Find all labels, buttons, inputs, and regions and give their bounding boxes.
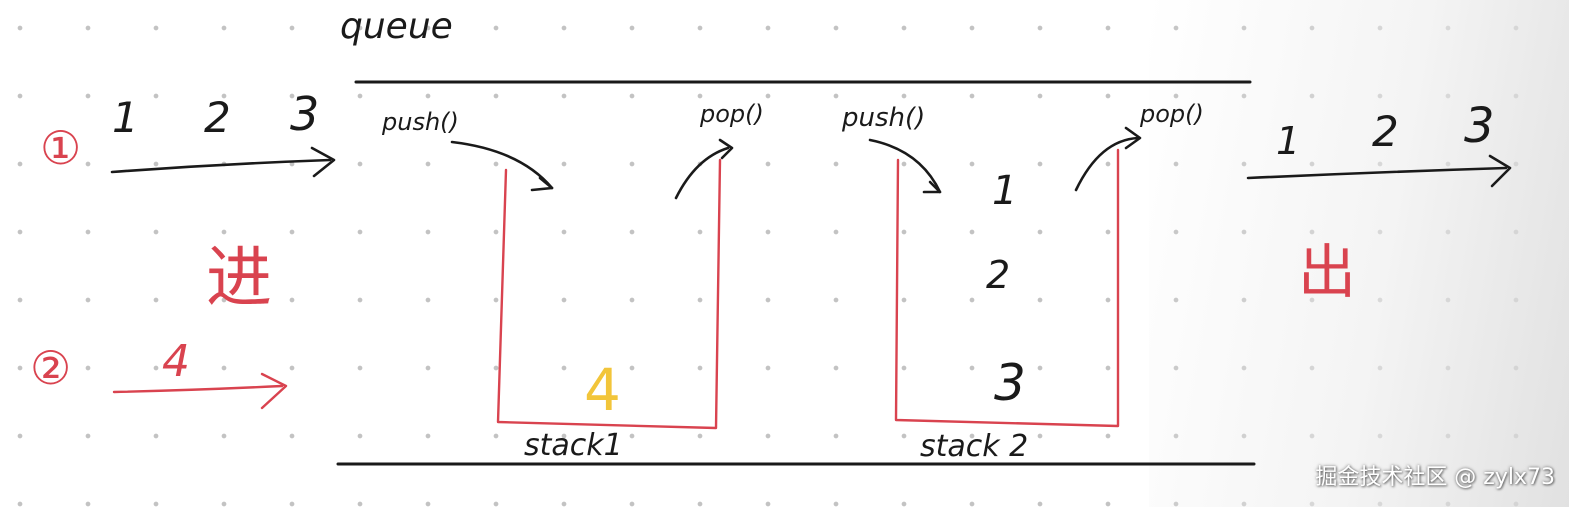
- stack1-item-4: 4: [584, 356, 621, 424]
- step-2-marker: ②: [30, 341, 71, 395]
- stack1-push-arrow: [450, 140, 554, 190]
- watermark: 掘金技术社区 @ zylx73: [1315, 465, 1555, 490]
- input-arrow-line: [110, 158, 332, 174]
- input-value-3: 3: [290, 87, 319, 141]
- input-value-1: 1: [112, 93, 139, 142]
- input-arrowhead: [310, 146, 336, 178]
- step-1-marker: ①: [40, 121, 81, 175]
- stack2-pop-label: pop(): [1139, 100, 1204, 128]
- output-value-1: 1: [1276, 119, 1300, 163]
- stack2-container: [894, 148, 1120, 428]
- stack1-pop-label: pop(): [699, 100, 764, 128]
- stack2-push-arrow: [868, 138, 942, 194]
- step-2-arrowhead: [260, 372, 288, 410]
- stack2-item-2: 2: [986, 253, 1010, 297]
- stack2-item-1: 1: [992, 168, 1017, 214]
- output-value-3: 3: [1464, 98, 1495, 154]
- enter-label: 进: [206, 239, 272, 316]
- output-arrow-line: [1246, 166, 1508, 180]
- stack2-push-label: push(): [841, 103, 925, 133]
- stack1-push-arrowhead: [530, 176, 554, 192]
- stack1-pop-arrowhead: [718, 138, 734, 160]
- stack1-label: stack1: [524, 428, 623, 463]
- step-2-arrow-line: [112, 384, 284, 394]
- stack2-pop-arrowhead: [1124, 126, 1142, 150]
- stack1-push-label: push(): [381, 108, 459, 136]
- stack1-container: [496, 158, 722, 430]
- exit-label: 出: [1298, 238, 1356, 306]
- stack2-push-arrowhead: [922, 180, 942, 194]
- queue-title: queue: [340, 6, 453, 47]
- output-value-2: 2: [1372, 107, 1399, 156]
- stack2-item-3: 3: [994, 354, 1026, 412]
- step-2-value: 4: [162, 336, 190, 387]
- stack2-label: stack 2: [920, 429, 1028, 464]
- output-arrowhead: [1488, 154, 1512, 188]
- input-value-2: 2: [204, 93, 231, 142]
- stack2-pop-arrow: [1074, 136, 1140, 192]
- stack1-pop-arrow: [674, 146, 730, 200]
